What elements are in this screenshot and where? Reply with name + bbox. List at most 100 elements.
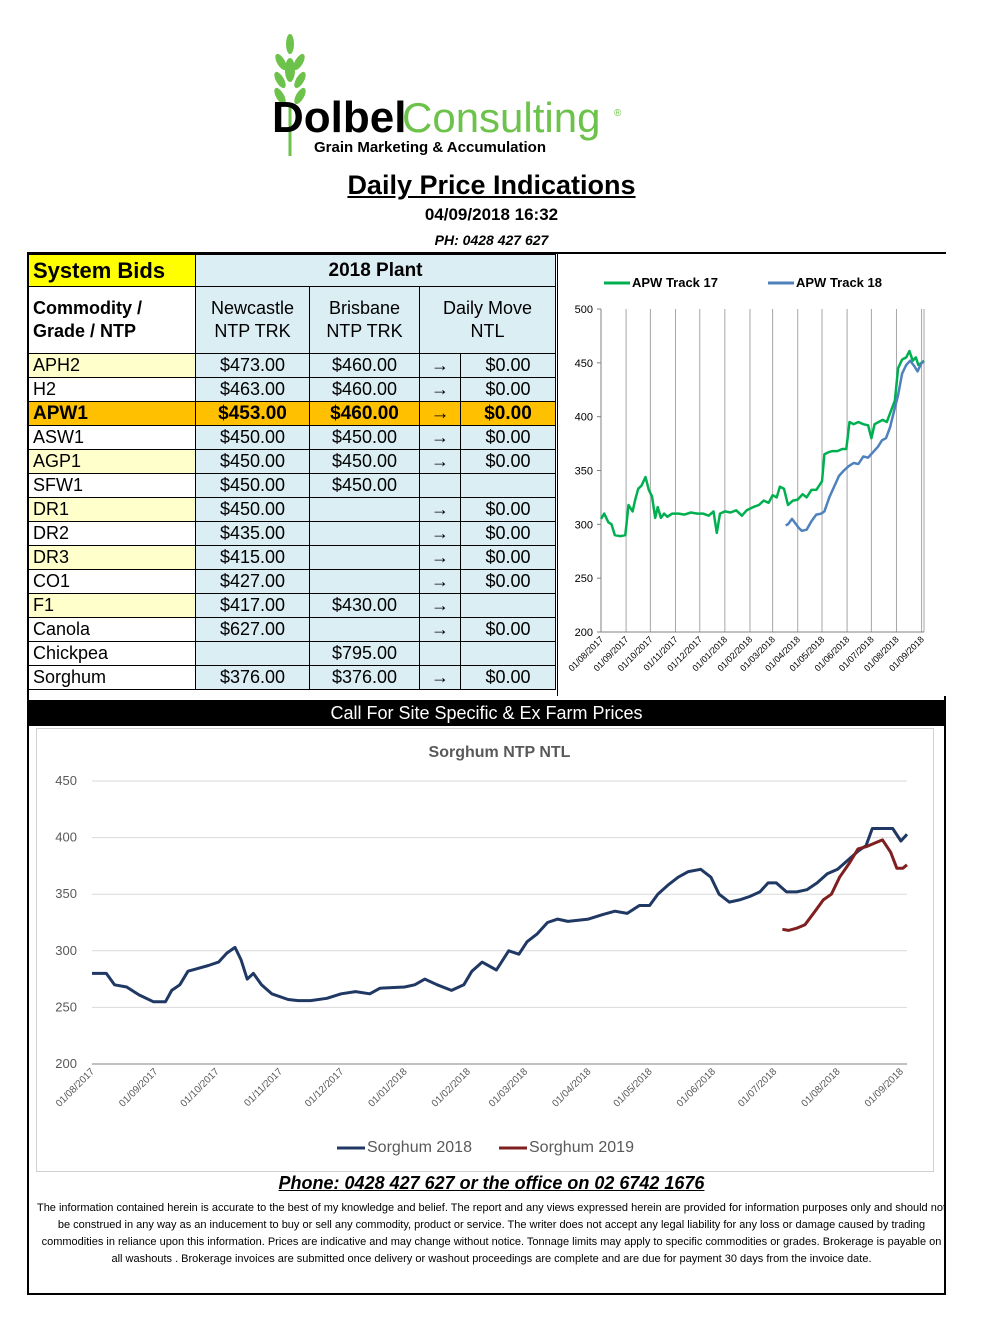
brisbane-price — [309, 545, 420, 570]
svg-text:®: ® — [614, 108, 622, 119]
commodity-name: H2 — [28, 377, 196, 402]
move-arrow-icon — [419, 641, 461, 666]
company-logo: Dolbel Consulting ® Grain Marketing & Ac… — [270, 30, 630, 160]
table-row: Canola $627.00 → $0.00 — [28, 617, 556, 642]
daily-move-value: $0.00 — [460, 377, 556, 402]
commodity-name: CO1 — [28, 569, 196, 594]
x-tick-label: 01/01/2018 — [366, 1066, 409, 1109]
legend-label: APW Track 18 — [796, 275, 882, 290]
move-arrow-icon: → — [419, 497, 461, 522]
daily-move-value: $0.00 — [460, 665, 556, 690]
newcastle-price: $450.00 — [195, 425, 310, 450]
commodity-name: DR3 — [28, 545, 196, 570]
daily-move-value: $0.00 — [460, 497, 556, 522]
brisbane-price — [309, 497, 420, 522]
legend-label: APW Track 17 — [632, 275, 718, 290]
newcastle-price: $415.00 — [195, 545, 310, 570]
y-tick-label: 200 — [575, 627, 593, 639]
x-tick-label: 01/04/2018 — [550, 1066, 593, 1109]
table-row: F1 $417.00 $430.00 → — [28, 593, 556, 618]
x-tick-label: 01/11/2017 — [242, 1066, 285, 1109]
move-arrow-icon: → — [419, 401, 461, 426]
newcastle-header: Newcastle NTP TRK — [195, 286, 310, 354]
daily-move-value: $0.00 — [460, 569, 556, 594]
x-tick-label: 01/08/2018 — [799, 1066, 842, 1109]
x-tick-label: 01/09/2018 — [863, 1066, 906, 1109]
daily-move-value: $0.00 — [460, 521, 556, 546]
y-tick-label: 500 — [575, 304, 593, 316]
x-tick-label: 01/05/2018 — [612, 1066, 655, 1109]
commodity-name: AGP1 — [28, 449, 196, 474]
move-arrow-icon: → — [419, 593, 461, 618]
daily-move-value: $0.00 — [460, 401, 556, 426]
commodity-name: ASW1 — [28, 425, 196, 450]
table-row: DR3 $415.00 → $0.00 — [28, 545, 556, 570]
y-tick-label: 450 — [55, 773, 77, 788]
y-tick-label: 300 — [575, 519, 593, 531]
move-arrow-icon: → — [419, 521, 461, 546]
y-tick-label: 400 — [575, 412, 593, 424]
table-row: Chickpea $795.00 — [28, 641, 556, 666]
chart-svg: 20025030035040045050001/08/201701/09/201… — [566, 275, 925, 673]
svg-text:Grain Marketing & Accumulation: Grain Marketing & Accumulation — [314, 139, 546, 156]
newcastle-price: $473.00 — [195, 353, 310, 378]
series-line — [92, 827, 909, 1004]
move-arrow-icon: → — [419, 569, 461, 594]
brisbane-price: $795.00 — [309, 641, 420, 666]
commodity-name: APH2 — [28, 353, 196, 378]
table-row: CO1 $427.00 → $0.00 — [28, 569, 556, 594]
commodity-name: DR1 — [28, 497, 196, 522]
daily-move-value: $0.00 — [460, 545, 556, 570]
x-tick-label: 01/10/2017 — [179, 1066, 222, 1109]
newcastle-price: $450.00 — [195, 449, 310, 474]
chart-svg: Sorghum NTP NTL 200 250 300 350 400 450 01/08/2… — [54, 744, 909, 1156]
table-row: H2 $463.00 $460.00 → $0.00 — [28, 377, 556, 402]
y-tick-label: 350 — [55, 886, 77, 901]
apw-track-chart: 200 250 300 350 400 450 500 01/08/2017 01/09/201… — [557, 254, 946, 696]
x-tick-label: 01/08/2017 — [54, 1066, 97, 1109]
newcastle-price: $453.00 — [195, 401, 310, 426]
table-row: DR1 $450.00 → $0.00 — [28, 497, 556, 522]
series-line — [782, 838, 908, 932]
svg-text:Consulting: Consulting — [402, 94, 600, 141]
commodity-header: Commodity / Grade / NTP — [28, 286, 196, 354]
call-for-prices-banner: Call For Site Specific & Ex Farm Prices — [29, 700, 944, 726]
table-row: APW1 $453.00 $460.00 → $0.00 — [28, 401, 556, 426]
brisbane-price: $430.00 — [309, 593, 420, 618]
y-tick-label: 350 — [575, 466, 593, 478]
commodity-name: Canola — [28, 617, 196, 642]
move-arrow-icon: → — [419, 353, 461, 378]
table-row: ASW1 $450.00 $450.00 → $0.00 — [28, 425, 556, 450]
header-phone: PH: 0428 427 627 — [434, 232, 549, 248]
x-tick-label: 01/06/2018 — [675, 1066, 718, 1109]
newcastle-price: $450.00 — [195, 473, 310, 498]
newcastle-price: $417.00 — [195, 593, 310, 618]
brisbane-price — [309, 569, 420, 594]
y-tick-label: 300 — [55, 943, 77, 958]
brisbane-price: $460.00 — [309, 401, 420, 426]
legend-label: Sorghum 2018 — [367, 1139, 472, 1156]
report-frame — [27, 252, 946, 1295]
daily-move-value: $0.00 — [460, 353, 556, 378]
newcastle-price: $627.00 — [195, 617, 310, 642]
move-arrow-icon: → — [419, 545, 461, 570]
brisbane-price: $450.00 — [309, 449, 420, 474]
daily-move-value — [460, 593, 556, 618]
brisbane-price: $450.00 — [309, 473, 420, 498]
x-tick-label: 01/03/2018 — [487, 1066, 530, 1109]
legend-label: Sorghum 2019 — [529, 1139, 634, 1156]
commodity-name: F1 — [28, 593, 196, 618]
series-line — [599, 349, 925, 538]
newcastle-price: $435.00 — [195, 521, 310, 546]
newcastle-price — [195, 641, 310, 666]
x-tick-label: 01/02/2018 — [430, 1066, 473, 1109]
daily-move-value — [460, 473, 556, 498]
system-bids-label: System Bids — [28, 254, 196, 287]
y-tick-label: 400 — [55, 830, 77, 845]
svg-text:Dolbel: Dolbel — [272, 93, 406, 142]
footer-phone: Phone: 0428 427 627 or the office on 02 … — [278, 1173, 705, 1193]
brisbane-price: $460.00 — [309, 353, 420, 378]
series-line — [785, 359, 925, 533]
brisbane-header: Brisbane NTP TRK — [309, 286, 420, 354]
newcastle-price: $450.00 — [195, 497, 310, 522]
